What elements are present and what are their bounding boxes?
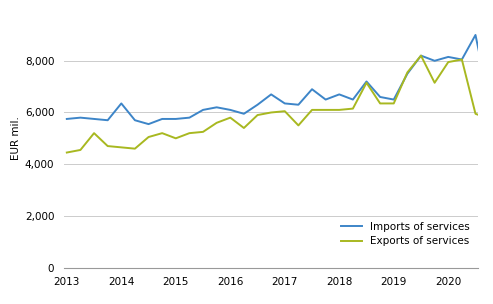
Imports of services — [227, 108, 233, 112]
Exports of services — [418, 54, 424, 57]
Exports of services — [77, 148, 83, 152]
Exports of services — [391, 102, 397, 105]
Imports of services — [336, 93, 342, 96]
Exports of services — [118, 146, 124, 149]
Exports of services — [432, 81, 438, 85]
Imports of services — [118, 102, 124, 105]
Exports of services — [227, 116, 233, 119]
Imports of services — [77, 116, 83, 119]
Exports of services — [173, 136, 179, 140]
Exports of services — [64, 151, 70, 154]
Imports of services — [145, 122, 151, 126]
Exports of services — [377, 102, 383, 105]
Imports of services — [268, 93, 274, 96]
Imports of services — [309, 88, 315, 91]
Y-axis label: EUR mil.: EUR mil. — [11, 116, 21, 160]
Exports of services — [241, 126, 247, 130]
Line: Exports of services: Exports of services — [67, 56, 493, 153]
Imports of services — [241, 112, 247, 116]
Imports of services — [132, 119, 138, 122]
Line: Imports of services: Imports of services — [67, 35, 493, 124]
Imports of services — [91, 117, 97, 121]
Legend: Imports of services, Exports of services: Imports of services, Exports of services — [338, 219, 473, 249]
Exports of services — [105, 144, 110, 148]
Exports of services — [323, 108, 329, 112]
Exports of services — [309, 108, 315, 112]
Exports of services — [132, 147, 138, 150]
Imports of services — [391, 98, 397, 102]
Exports of services — [200, 130, 206, 134]
Imports of services — [173, 117, 179, 121]
Exports of services — [254, 113, 260, 117]
Imports of services — [323, 98, 329, 102]
Exports of services — [282, 109, 288, 113]
Exports of services — [91, 131, 97, 135]
Imports of services — [200, 108, 206, 112]
Imports of services — [64, 117, 70, 121]
Exports of services — [268, 111, 274, 114]
Exports of services — [159, 131, 165, 135]
Exports of services — [145, 135, 151, 139]
Imports of services — [363, 80, 369, 83]
Imports of services — [445, 55, 451, 59]
Exports of services — [363, 81, 369, 85]
Imports of services — [186, 116, 192, 119]
Imports of services — [486, 99, 492, 103]
Exports of services — [295, 124, 301, 127]
Imports of services — [295, 103, 301, 107]
Imports of services — [377, 95, 383, 99]
Imports of services — [418, 54, 424, 57]
Imports of services — [213, 105, 219, 109]
Exports of services — [186, 131, 192, 135]
Exports of services — [472, 112, 478, 116]
Imports of services — [350, 98, 356, 102]
Imports of services — [159, 117, 165, 121]
Exports of services — [404, 71, 410, 74]
Imports of services — [472, 33, 478, 37]
Imports of services — [254, 103, 260, 107]
Exports of services — [445, 60, 451, 64]
Exports of services — [336, 108, 342, 112]
Imports of services — [404, 72, 410, 76]
Exports of services — [350, 107, 356, 110]
Imports of services — [282, 102, 288, 105]
Imports of services — [432, 59, 438, 63]
Imports of services — [459, 58, 465, 61]
Exports of services — [459, 58, 465, 61]
Imports of services — [105, 119, 110, 122]
Exports of services — [486, 117, 492, 121]
Exports of services — [213, 121, 219, 125]
